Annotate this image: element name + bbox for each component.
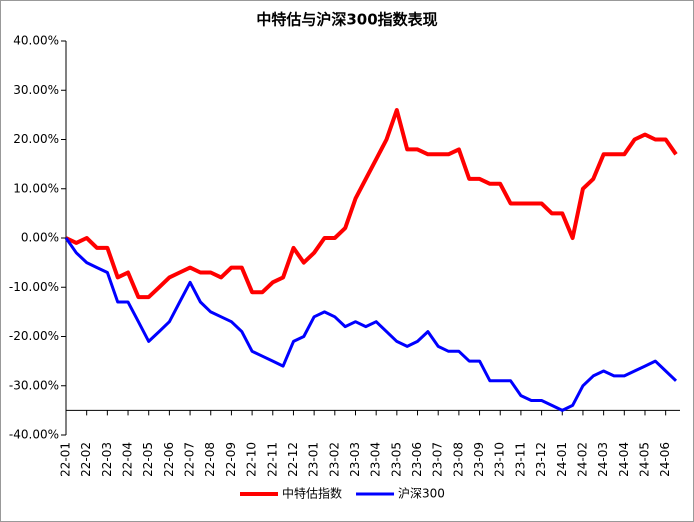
- chart-title: 中特估与沪深300指数表现: [256, 11, 437, 29]
- x-tick-label: 22-03: [100, 442, 114, 477]
- x-tick-label: 22-09: [224, 442, 238, 477]
- y-tick-label: 20.00%: [13, 132, 59, 146]
- x-tick-label: 22-02: [79, 442, 93, 477]
- x-tick-label: 22-08: [203, 442, 217, 477]
- x-tick-label: 24-04: [617, 442, 631, 477]
- x-tick-label: 22-10: [245, 442, 259, 477]
- x-tick-label: 23-08: [451, 442, 465, 477]
- y-tick-label: -10.00%: [9, 280, 59, 294]
- x-tick-label: 22-07: [183, 442, 197, 477]
- y-tick-label: -30.00%: [9, 378, 59, 392]
- legend-label: 沪深300: [398, 487, 445, 501]
- x-tick-label: 23-06: [410, 442, 424, 477]
- x-tick-label: 22-01: [59, 442, 73, 477]
- x-tick-label: 23-11: [513, 442, 527, 477]
- x-tick-label: 24-03: [596, 442, 610, 477]
- x-tick-label: 22-11: [265, 442, 279, 477]
- x-tick-label: 24-01: [555, 442, 569, 477]
- x-tick-label: 23-02: [327, 442, 341, 477]
- x-tick-label: 23-12: [534, 442, 548, 477]
- legend-label: 中特估指数: [282, 486, 342, 501]
- y-tick-label: -40.00%: [9, 428, 59, 442]
- y-tick-label: -20.00%: [9, 329, 59, 343]
- series-line: [64, 237, 678, 412]
- x-tick-label: 23-09: [472, 442, 486, 477]
- y-tick-label: 0.00%: [21, 231, 59, 245]
- x-tick-label: 23-03: [348, 442, 362, 477]
- y-tick-label: 40.00%: [13, 34, 59, 48]
- x-tick-label: 22-04: [121, 442, 135, 477]
- x-tick-label: 23-04: [369, 442, 383, 477]
- x-tick-label: 22-05: [141, 442, 155, 477]
- x-tick-label: 23-01: [307, 442, 321, 477]
- x-tick-label: 23-05: [389, 442, 403, 477]
- x-tick-label: 24-02: [575, 442, 589, 477]
- x-tick-label: 24-06: [658, 442, 672, 477]
- series-line: [65, 108, 678, 300]
- y-tick-label: 30.00%: [13, 83, 59, 97]
- x-tick-label: 22-06: [162, 442, 176, 477]
- x-tick-label: 24-05: [637, 442, 651, 477]
- y-tick-label: 10.00%: [13, 181, 59, 195]
- x-tick-label: 23-07: [431, 442, 445, 477]
- x-tick-label: 22-12: [286, 442, 300, 477]
- x-tick-label: 23-10: [493, 442, 507, 477]
